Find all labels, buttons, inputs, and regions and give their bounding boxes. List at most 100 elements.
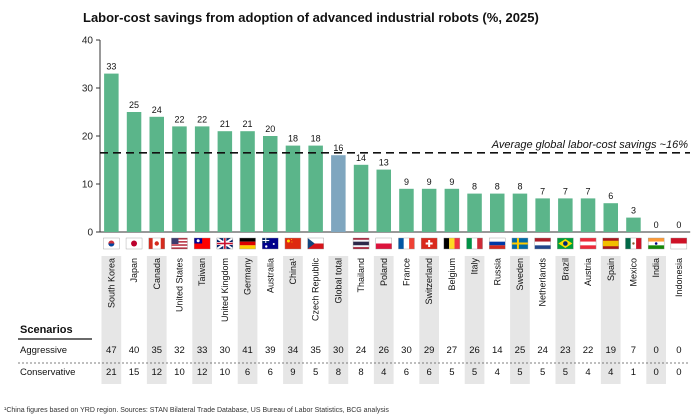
table-cell: 35 — [310, 345, 321, 356]
flag-taiwan — [193, 237, 211, 250]
value-label: 9 — [449, 177, 454, 187]
table-cell: 1 — [631, 367, 636, 378]
table-cell: 6 — [268, 367, 273, 378]
category-label: Brazil — [560, 258, 570, 281]
value-label: 16 — [333, 143, 343, 153]
category-label: Global total — [333, 258, 343, 304]
footnote: ¹China figures based on YRD region. Sour… — [4, 407, 389, 414]
flag-china — [284, 237, 302, 250]
bar-14 — [421, 188, 437, 232]
value-label: 7 — [586, 186, 591, 196]
category-label: Sweden — [515, 258, 525, 291]
bar-21 — [580, 198, 596, 232]
category-band — [101, 256, 122, 384]
table-cell: 0 — [654, 367, 659, 378]
value-label: 7 — [563, 186, 568, 196]
table-cell: 6 — [404, 367, 409, 378]
bar-1 — [126, 112, 142, 232]
value-label: 3 — [631, 206, 636, 216]
category-label: Japan — [129, 258, 139, 283]
table-cell: 5 — [563, 367, 568, 378]
bar-17 — [490, 193, 505, 232]
value-label: 21 — [220, 119, 230, 129]
bar-4 — [194, 126, 210, 232]
bar-15 — [444, 188, 460, 232]
value-label: 6 — [608, 191, 613, 201]
value-label: 8 — [472, 182, 477, 192]
flag-mexico — [625, 237, 642, 250]
chart-title: Labor-cost savings from adoption of adva… — [83, 10, 539, 25]
table-cell: 39 — [265, 345, 276, 356]
table-cell: 30 — [220, 345, 231, 356]
value-label: 21 — [243, 119, 253, 129]
scenarios-label: Scenarios — [20, 324, 73, 336]
value-label: 8 — [495, 182, 500, 192]
category-label: Italy — [470, 258, 480, 275]
table-cell: 5 — [517, 367, 522, 378]
flag-france — [398, 237, 415, 250]
category-label: Netherlands — [538, 258, 548, 307]
table-cell: 8 — [336, 367, 341, 378]
table-cell: 5 — [313, 367, 318, 378]
category-label: South Korea — [106, 258, 116, 308]
value-label: 20 — [265, 124, 275, 134]
category-label: Switzerland — [424, 258, 434, 305]
bar-7 — [263, 136, 278, 232]
category-band — [510, 256, 530, 384]
category-labels: South Korea Japan Canada United States Taiwa… — [106, 258, 683, 323]
table-cell: 4 — [381, 367, 386, 378]
flag-india — [647, 237, 665, 250]
category-band — [646, 256, 666, 384]
table-cell: 19 — [605, 345, 616, 356]
table-cell: 6 — [245, 367, 250, 378]
category-label: Russia — [492, 258, 502, 286]
flag-russia — [489, 237, 506, 250]
flag-united-states — [171, 237, 188, 250]
bar-2 — [149, 116, 164, 232]
category-label: Czech Republic — [311, 258, 321, 322]
table-cell: 7 — [631, 345, 636, 356]
table-cell: 21 — [106, 367, 117, 378]
table-cell: 33 — [197, 345, 208, 356]
y-tick-label: 20 — [82, 132, 94, 143]
table-cell: 23 — [560, 345, 571, 356]
bar-13 — [399, 188, 414, 232]
category-label: United Kingdom — [220, 258, 230, 322]
flag-italy — [466, 237, 483, 250]
table-cell: 6 — [427, 367, 432, 378]
table-cell: 5 — [472, 367, 477, 378]
category-label: United States — [174, 258, 184, 313]
bar-8 — [285, 145, 301, 232]
table-cell: 9 — [290, 367, 295, 378]
flag-poland — [375, 237, 392, 250]
category-label: Austria — [583, 258, 593, 286]
category-band — [146, 256, 167, 384]
value-label: 13 — [379, 158, 389, 168]
flag-germany — [239, 237, 256, 250]
bar-20 — [558, 198, 573, 232]
table-cell: 29 — [424, 345, 435, 356]
value-label: 25 — [129, 100, 139, 110]
table-cell: 32 — [174, 345, 185, 356]
value-label: 9 — [404, 177, 409, 187]
category-label: Australia — [265, 258, 275, 293]
category-label: China¹ — [288, 258, 298, 285]
bar-23 — [626, 217, 641, 232]
value-label: 18 — [311, 134, 321, 144]
category-band — [464, 256, 485, 384]
y-tick-label: 40 — [82, 36, 94, 47]
value-label: 7 — [540, 186, 545, 196]
table-cell: 40 — [129, 345, 140, 356]
value-label: 8 — [517, 182, 522, 192]
flag-austria — [579, 237, 597, 250]
flag-switzerland — [420, 237, 438, 250]
value-label: 24 — [152, 105, 162, 115]
category-label: Taiwan — [197, 258, 207, 286]
flag-indonesia — [670, 237, 688, 250]
table-cell: 0 — [654, 345, 659, 356]
category-band — [555, 256, 576, 384]
bar-12 — [376, 169, 391, 232]
flag-spain — [602, 237, 619, 250]
bar-9 — [308, 145, 323, 232]
